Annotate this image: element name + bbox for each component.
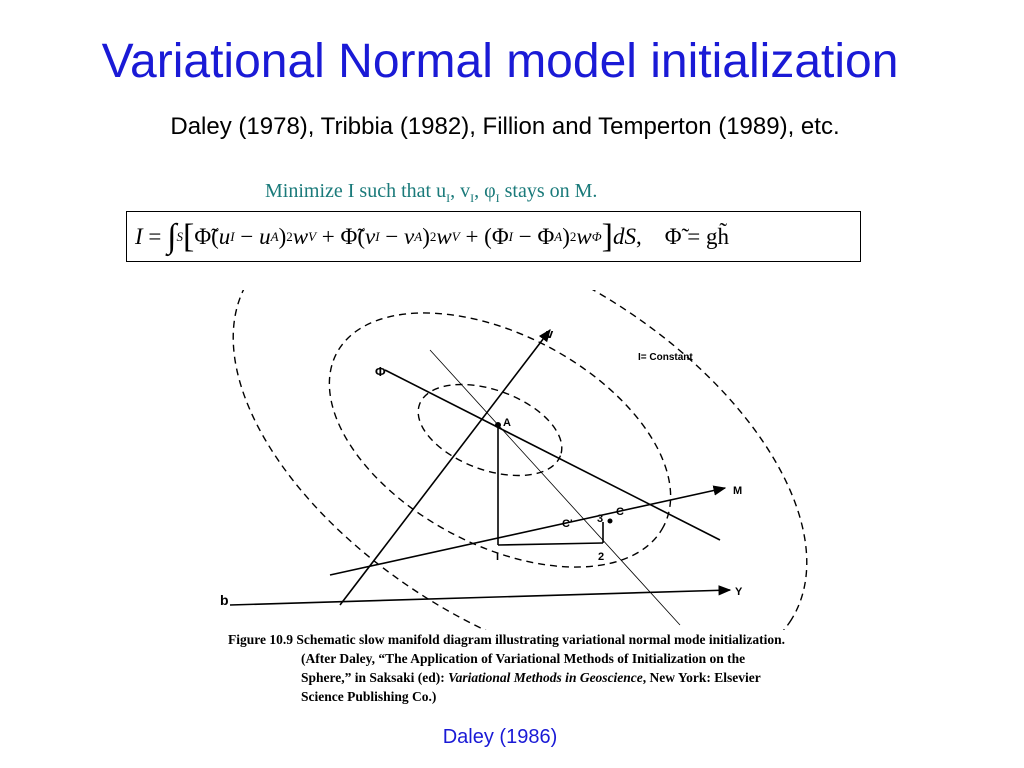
label-panel-b: b [220,592,229,608]
contour-middle [328,312,672,568]
point-c-marker [607,518,613,524]
caption-line-1: Figure 10.9 Schematic slow manifold diag… [228,632,785,647]
slide-title: Variational Normal model initialization [101,35,899,88]
contour-inner [417,383,563,477]
integral-symbol: ∫ [167,217,177,255]
point-a-marker [495,422,501,428]
label-point-c: C [616,506,624,518]
label-point-i: I [496,551,499,563]
i-to-2-line [497,542,604,546]
label-contour: I= Constant [638,352,693,363]
contour-outer [232,290,808,630]
constraint-sep-1: , v [450,180,471,202]
caption-line-4: Science Publishing Co.) [301,689,437,704]
label-v-axis: v [546,326,554,341]
phi-axis-line [384,369,721,541]
label-point-c-prime: C' [562,518,573,530]
constraint-sub-u: I [446,191,451,205]
label-point-2: 2 [598,551,604,563]
m-axis-line [329,485,727,576]
cost-function-equation: I = ∫ S[Φ̃(u I − u A) 2 w V + Φ̃(v I − v A) 2 w V +… [126,211,861,262]
label-point-a: A [503,417,511,429]
label-m-axis: M [733,485,742,497]
equation-equals: = [148,223,162,249]
constraint-sub-v: I [470,191,475,205]
figure-caption: Figure 10.9 Schematic slow manifold diag… [228,630,808,706]
thin-normal-line [429,349,681,626]
v-axis-line [339,328,551,606]
label-phi-axis: Φ [375,364,386,379]
constraint-sub-phi: I [495,191,500,205]
caption-line-3: Sphere,” in Saksaki (ed): Variational Me… [301,670,761,685]
y-axis-line [229,585,732,606]
equation-relation: Φ̃ = gh̃ [664,223,730,249]
constraint-sep-2: , [474,180,485,202]
label-y-axis: Y [735,586,743,598]
constraint-phi-symbol: φ [484,180,496,202]
caption-line-2: (After Daley, “The Application of Variat… [301,651,746,666]
equation-lhs: I [135,223,143,249]
label-point-3: 3 [597,513,603,525]
slow-manifold-diagram: v Φ I= Constant A M C C' 3 I 2 Y b [220,290,808,630]
integral-domain: S [176,228,183,244]
constraint-text-suffix: stays on M. [499,180,598,202]
figure-source: Daley (1986) [442,726,558,748]
constraint-text-prefix: Minimize I such that u [265,180,447,202]
slide-subtitle: Daley (1978), Tribbia (1982), Fillion an… [170,113,840,140]
constraint-statement: Minimize I such that uI, vI, φI stays on… [265,180,597,206]
